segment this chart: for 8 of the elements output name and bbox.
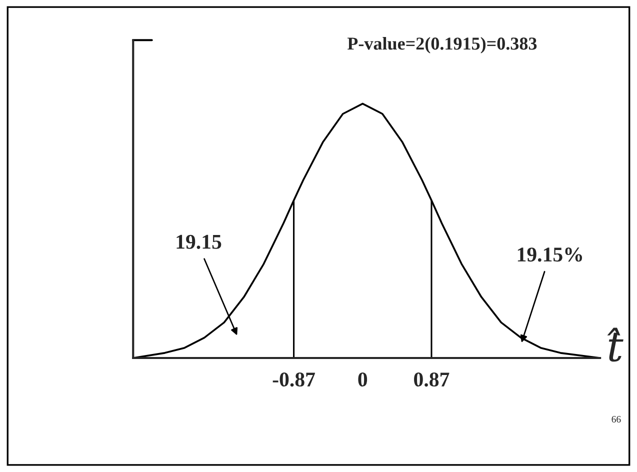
annotation: 19.15% bbox=[518, 248, 582, 262]
x-axis-title: t̂ bbox=[607, 328, 624, 362]
x-tick-label: -0.87 bbox=[272, 372, 315, 387]
annotation: 19.15 bbox=[176, 234, 222, 249]
text: 66 bbox=[612, 416, 621, 423]
x-tick-label: 0.87 bbox=[414, 372, 450, 387]
x-tick-label: 0 bbox=[358, 372, 368, 387]
text: P-value=2(0.1915)=0.383 bbox=[347, 37, 537, 54]
